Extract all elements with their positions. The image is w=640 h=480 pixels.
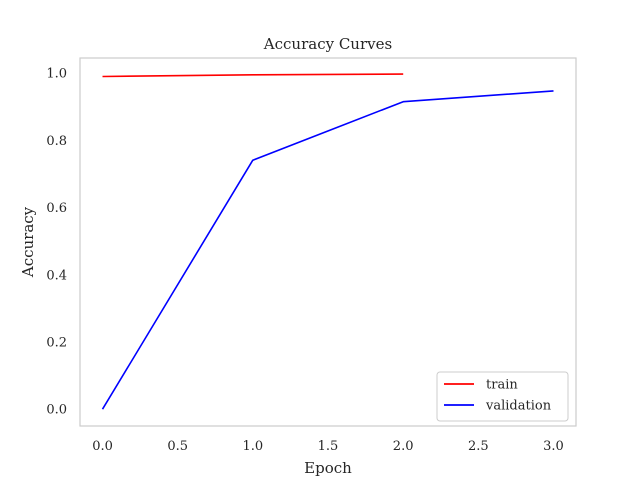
x-tick-label: 1.5: [318, 439, 339, 454]
plot-frame: [79, 57, 577, 427]
y-tick-label: 0.4: [46, 268, 67, 283]
x-tick-label: 3.0: [543, 439, 564, 454]
series-layer: [101, 73, 554, 410]
x-tick-label: 2.5: [468, 439, 489, 454]
legend-label-validation: validation: [485, 399, 552, 414]
legend: train validation: [436, 371, 569, 422]
x-tick-label: 1.0: [243, 439, 264, 454]
y-tick-label: 0.6: [46, 201, 67, 216]
series-line-validation: [101, 90, 554, 410]
y-tick-label: 1.0: [46, 67, 67, 82]
x-tick-label: 0.0: [92, 439, 113, 454]
y-axis-ticks: 0.0 0.2 0.4 0.6 0.8 1.0: [46, 67, 67, 418]
x-axis-ticks: 0.0 0.5 1.0 1.5 2.0 2.5 3.0: [92, 439, 564, 454]
y-tick-label: 0.2: [46, 335, 67, 350]
x-tick-label: 0.5: [167, 439, 188, 454]
x-axis-label: Epoch: [304, 459, 352, 477]
y-axis-label: Accuracy: [19, 206, 37, 278]
plot-area: [79, 57, 577, 427]
y-tick-label: 0.0: [46, 403, 67, 418]
x-tick-label: 2.0: [393, 439, 414, 454]
legend-label-train: train: [486, 378, 518, 393]
series-line-train: [102, 73, 404, 78]
chart-title: Accuracy Curves: [263, 35, 392, 53]
y-tick-label: 0.8: [46, 134, 67, 149]
